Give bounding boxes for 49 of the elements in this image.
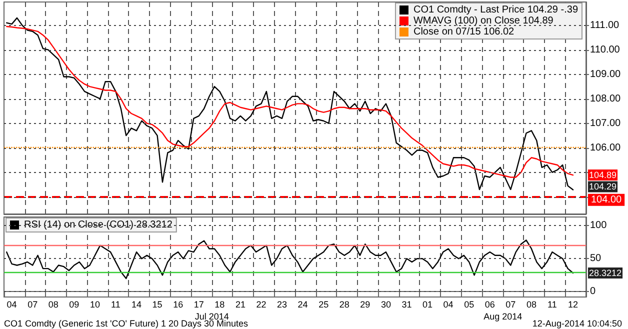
x-tick-label: 07 [506, 300, 516, 310]
y-tick-label: 106.00 [590, 142, 622, 154]
y-tick-label: 0 [590, 286, 596, 298]
y-tick-label: 110.00 [590, 44, 620, 56]
x-tick-label: 24 [298, 300, 308, 310]
x-tick-label: 05 [464, 300, 474, 310]
x-tick-label: 07 [28, 300, 38, 310]
x-tick-label: 30 [380, 300, 391, 310]
legend-label: WMAVG (100) on Close 104.89 [413, 16, 554, 26]
legend-label: CO1 Comdty - Last Price 104.29 -.39 [413, 4, 578, 16]
x-tick-label: 29 [360, 300, 370, 310]
legend-label: Close on 07/15 106.02 [413, 26, 515, 38]
line-series [6, 240, 574, 280]
x-tick-label: 10 [90, 300, 100, 310]
x-tick-label: 11 [548, 300, 557, 310]
data-label: 104.29 [589, 182, 617, 192]
x-tick-label: 11 [111, 300, 120, 310]
x-tick-label: 15 [152, 300, 162, 310]
y-tick-label: 111.00 [590, 20, 620, 31]
y-tick-label: 108.00 [590, 93, 622, 104]
y-tick-label: 109.00 [590, 68, 622, 80]
x-tick-label: 17 [194, 300, 204, 310]
y-tick-label: 50 [590, 253, 602, 264]
x-tick-label: 18 [214, 300, 225, 310]
x-tick-label: 09 [69, 300, 80, 310]
x-tick-label: 21 [235, 300, 246, 310]
text: CO1 Comdty (Generic 1st 'CO' Future) 1 20 Days 30 Minutes [4, 318, 249, 328]
x-tick-label: 31 [402, 300, 412, 310]
x-tick-label: 08 [48, 300, 58, 310]
x-tick-label: 12 [568, 300, 578, 310]
x-tick-label: 16 [173, 300, 184, 310]
data-label: 28.3212 [589, 268, 622, 278]
ref-line-label: 104.00 [591, 194, 622, 206]
x-tick-label: 04 [6, 300, 17, 310]
x-tick-label: 22 [256, 300, 266, 310]
x-tick-label: 25 [318, 300, 329, 310]
x-tick-label: 06 [484, 300, 495, 310]
text: Jul 2014 [194, 312, 229, 322]
x-tick-label: 23 [277, 300, 288, 310]
y-tick-label: 100 [590, 220, 608, 232]
y-tick-label: 107.00 [590, 118, 622, 129]
x-tick-label: 08 [526, 300, 536, 310]
text: 12-Aug-2014 10:04:50 [532, 318, 622, 328]
x-tick-label: 14 [132, 300, 142, 310]
x-tick-label: 01 [422, 300, 433, 310]
text: Aug 2014 [484, 312, 522, 322]
x-tick-label: 04 [443, 300, 454, 310]
x-tick-label: 28 [339, 300, 350, 310]
data-label: 104.89 [589, 170, 617, 180]
